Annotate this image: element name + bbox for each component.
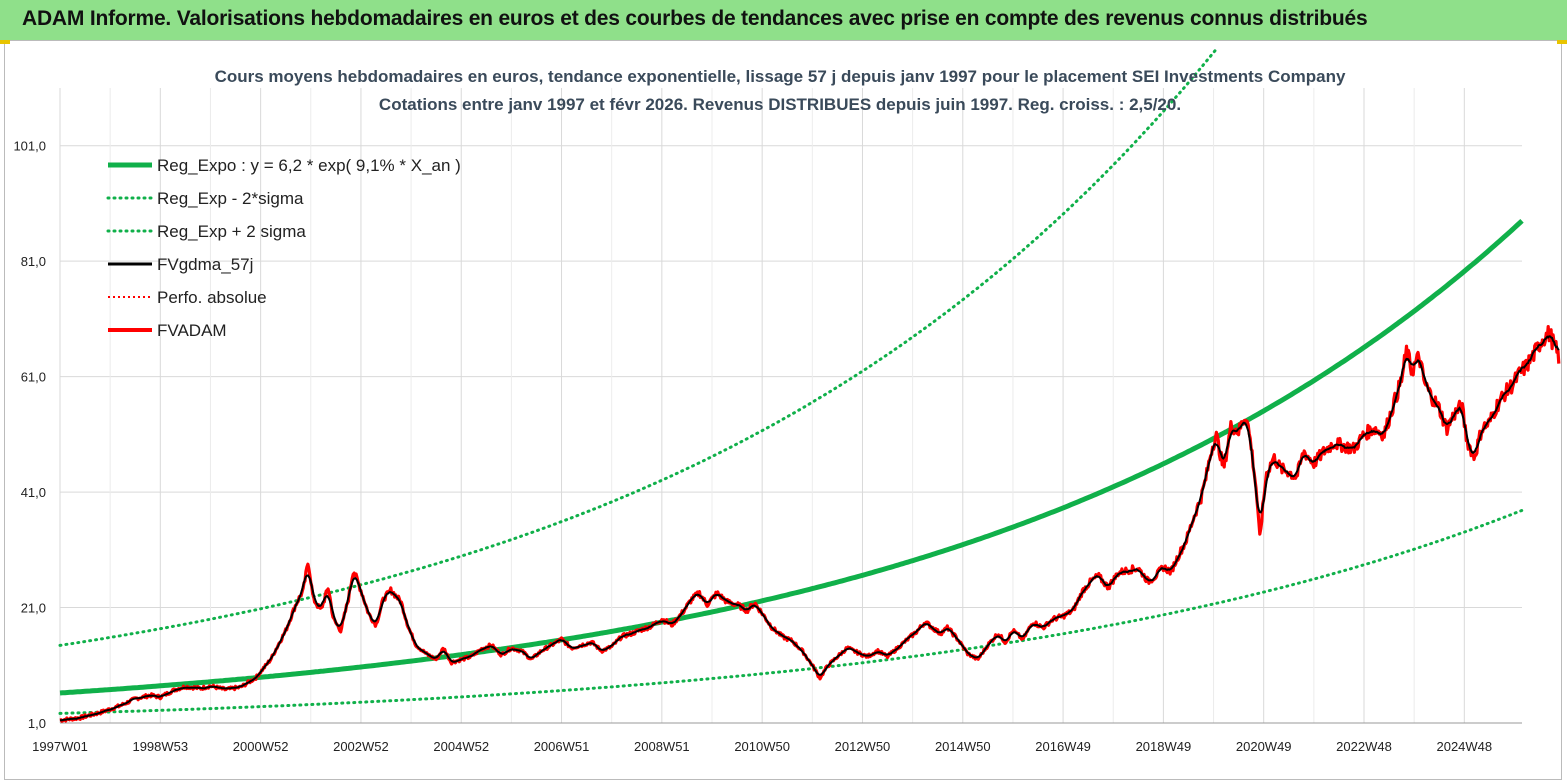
- y-tick-label: 1,0: [28, 716, 46, 731]
- corner-mark: [0, 40, 10, 44]
- legend-label: FVADAM: [157, 321, 227, 340]
- x-tick-label: 2012W50: [835, 739, 891, 754]
- legend-label: Reg_Exp - 2*sigma: [157, 189, 304, 208]
- x-tick-label: 2020W49: [1236, 739, 1292, 754]
- regression-upper-curve: [58, 47, 1218, 647]
- header-bar: [0, 0, 1567, 40]
- x-tick-label: 1997W01: [32, 739, 88, 754]
- corner-mark: [1557, 40, 1567, 44]
- x-tick-label: 2010W50: [734, 739, 790, 754]
- chart-grid: [59, 88, 1522, 724]
- x-tick-label: 2006W51: [534, 739, 590, 754]
- legend-label: Reg_Exp + 2 sigma: [157, 222, 306, 241]
- x-tick-label: 2024W48: [1436, 739, 1492, 754]
- legend-label: Perfo. absolue: [157, 288, 267, 307]
- x-tick-label: 2002W52: [333, 739, 389, 754]
- chart-frame: [4, 40, 1562, 780]
- x-tick-label: 1998W53: [132, 739, 188, 754]
- y-tick-label: 41,0: [21, 485, 46, 500]
- chart-title-line1: Cours moyens hebdomadaires en euros, ten…: [215, 67, 1346, 86]
- regression-lower-curve: [58, 508, 1524, 715]
- y-tick-label: 21,0: [21, 601, 46, 616]
- x-tick-label: 2004W52: [433, 739, 489, 754]
- x-tick-label: 2000W52: [233, 739, 289, 754]
- chart-legend: Reg_Expo : y = 6,2 * exp( 9,1% * X_an ) R…: [106, 156, 461, 340]
- chart-title-line2: Cotations entre janv 1997 et févr 2026. …: [379, 95, 1181, 114]
- fvgdma-line: [59, 335, 1560, 722]
- x-tick-label: 2022W48: [1336, 739, 1392, 754]
- chart-curves: [58, 47, 1561, 723]
- x-tick-label: 2008W51: [634, 739, 690, 754]
- x-tick-label: 2016W49: [1035, 739, 1091, 754]
- legend-label: Reg_Expo : y = 6,2 * exp( 9,1% * X_an ): [157, 156, 461, 175]
- y-tick-label: 81,0: [21, 254, 46, 269]
- chart-ticks: 1,0 21,0 41,0 61,0 81,0 101,0 1997W01 1998W53 20…: [13, 139, 1492, 754]
- y-tick-label: 61,0: [21, 370, 46, 385]
- legend-label: FVgdma_57j: [157, 255, 253, 274]
- page-title: ADAM Informe. Valorisations hebdomadaire…: [22, 7, 1368, 30]
- regression-main-curve: [59, 218, 1524, 696]
- y-tick-label: 101,0: [13, 139, 46, 154]
- x-tick-label: 2014W50: [935, 739, 991, 754]
- x-tick-label: 2018W49: [1136, 739, 1192, 754]
